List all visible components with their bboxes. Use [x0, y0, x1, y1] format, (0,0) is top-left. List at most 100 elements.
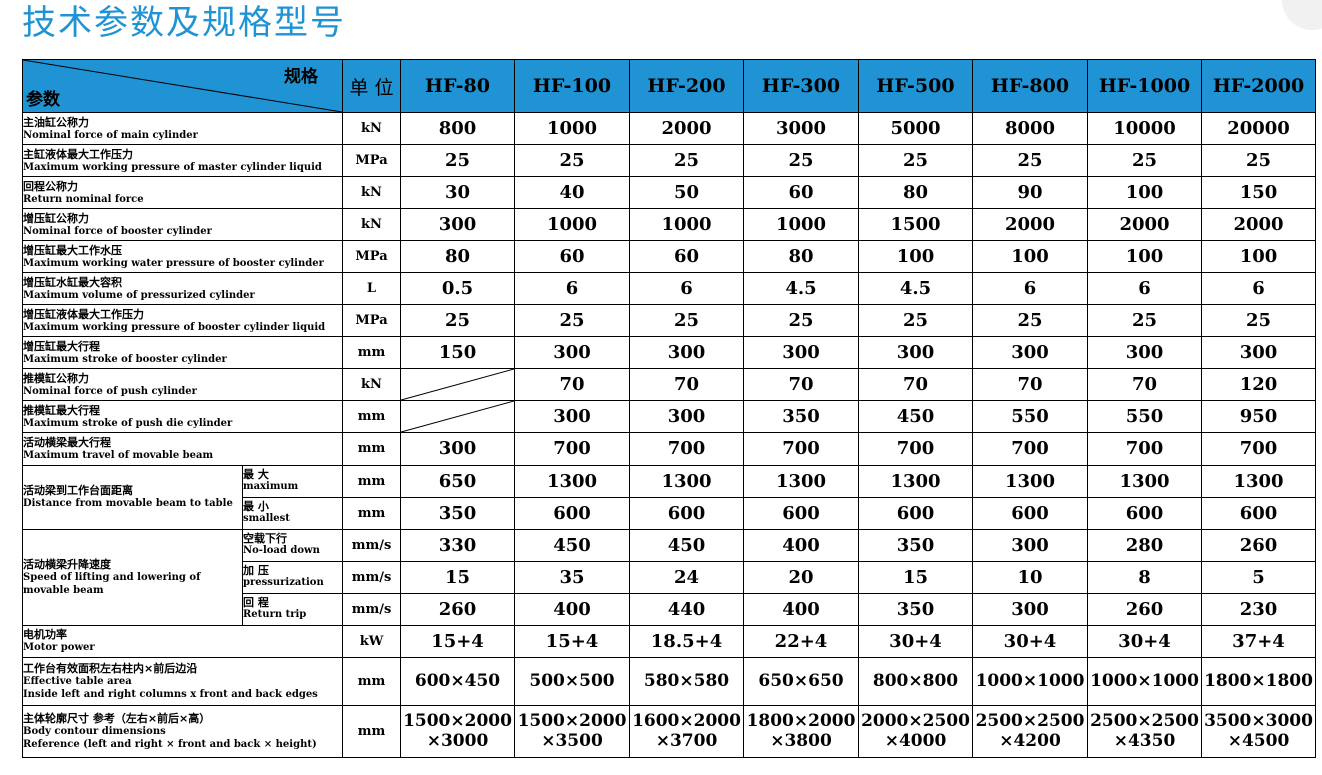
- unit-cell: mm/s: [342, 560, 401, 594]
- diagonal-slash: [401, 369, 514, 400]
- value-cell: 700: [858, 432, 973, 466]
- value-cell: 2000: [1087, 208, 1202, 242]
- dims-line-1: 3500×3000: [1204, 711, 1313, 732]
- value-cell: 600×450: [400, 656, 515, 706]
- param-name-en: Maximum working water pressure of booste…: [23, 257, 324, 269]
- value-cell: 25: [1201, 304, 1316, 338]
- value-cell: 25: [1087, 304, 1202, 338]
- value-cell: 10: [972, 560, 1088, 594]
- value-cell: 25: [629, 144, 744, 178]
- param-name-en: Reference (left and right × front and ba…: [23, 738, 317, 750]
- value-cell: 300: [972, 336, 1088, 370]
- value-cell: 30: [400, 176, 515, 210]
- not-applicable-cell: [400, 400, 515, 434]
- value-cell: 1500×2000 ×3000: [400, 704, 515, 759]
- param-name-zh: 增压缸最大工作水压: [23, 243, 122, 257]
- value-cell: 600: [1201, 496, 1316, 530]
- value-cell: 2500×2500 ×4200: [972, 704, 1088, 759]
- param-name-cell: 增压缸最大行程 Maximum stroke of booster cylinde…: [22, 336, 343, 370]
- value-cell: 25: [1087, 144, 1202, 178]
- table-row: 增压缸液体最大工作压力 Maximum working pressure of b…: [22, 304, 1316, 338]
- sub-param-zh: 最 小: [243, 500, 269, 514]
- param-name-zh: 回程公称力: [23, 179, 78, 193]
- value-cell: 450: [629, 528, 744, 562]
- value-cell: 1000: [629, 208, 744, 242]
- value-cell: 280: [1087, 528, 1202, 562]
- sub-param-cell: 最 大 maximum: [242, 464, 343, 498]
- unit-cell: MPa: [342, 144, 401, 178]
- value-cell: 35: [514, 560, 630, 594]
- sub-param-cell: 回 程 Return trip: [242, 592, 343, 626]
- value-cell: 60: [629, 240, 744, 274]
- value-cell: 37+4: [1201, 624, 1316, 658]
- value-cell: 1300: [1087, 464, 1202, 498]
- dims-line-2: ×4350: [1113, 731, 1176, 752]
- value-cell: 1000×1000: [1087, 656, 1202, 706]
- unit-cell: MPa: [342, 304, 401, 338]
- value-cell: 80: [743, 240, 859, 274]
- header-row: 规格 参数 单 位 HF-80 HF-100 HF-200 HF-300 HF-…: [22, 59, 1316, 113]
- value-cell: 300: [629, 400, 744, 434]
- table-row: 主体轮廓尺寸 参考（左右×前后×高） Body contour dimension…: [22, 704, 1316, 759]
- sub-param-zh: 最 大: [243, 468, 269, 482]
- value-cell: 100: [1087, 240, 1202, 274]
- value-cell: 80: [400, 240, 515, 274]
- table-row: 工作台有效面积左右柱内×前后边沿 Effective table area Insi…: [22, 656, 1316, 706]
- sub-param-en: pressurization: [243, 577, 324, 589]
- param-name-en: Nominal force of push cylinder: [23, 385, 197, 397]
- value-cell: 800×800: [858, 656, 973, 706]
- table-row: 活动梁到工作台面距离 Distance from movable beam to …: [22, 464, 1316, 530]
- dims-line-2: ×4500: [1227, 731, 1290, 752]
- value-cell: 450: [514, 528, 630, 562]
- value-cell: 25: [400, 304, 515, 338]
- param-name-zh: 活动横梁升降速度: [23, 557, 111, 571]
- table-row: 增压缸最大工作水压 Maximum working water pressure …: [22, 240, 1316, 274]
- table-row: 活动横梁最大行程 Maximum travel of movable beam mm…: [22, 432, 1316, 466]
- value-cell: 300: [629, 336, 744, 370]
- param-spec-header: 规格 参数: [22, 59, 343, 113]
- value-cell: 1000×1000: [972, 656, 1088, 706]
- param-name-cell: 主缸液体最大工作压力 Maximum working pressure of ma…: [22, 144, 343, 178]
- table-row: 最 小 smallest mm 350 600 600 600 600 600 600 600: [23, 496, 1316, 530]
- value-cell: 20000: [1201, 111, 1316, 146]
- param-name-zh: 工作台有效面积左右柱内×前后边沿: [23, 661, 198, 675]
- value-cell: 700: [514, 432, 630, 466]
- value-cell: 30+4: [858, 624, 973, 658]
- param-name-en: Maximum working pressure of booster cyli…: [23, 321, 326, 333]
- value-cell: 8000: [972, 111, 1088, 146]
- table-row: 推模缸公称力 Nominal force of push cylinder kN 70…: [22, 368, 1316, 402]
- value-cell: 600: [514, 496, 630, 530]
- value-cell: 70: [743, 368, 859, 402]
- value-cell: 25: [858, 304, 973, 338]
- value-cell: 400: [743, 592, 859, 626]
- value-cell: 700: [972, 432, 1088, 466]
- value-cell: 600: [629, 496, 744, 530]
- value-cell: 300: [1087, 336, 1202, 370]
- value-cell: 25: [514, 144, 630, 178]
- value-cell: 3000: [743, 111, 859, 146]
- param-name-zh: 电机功率: [23, 628, 67, 642]
- value-cell: 6: [972, 272, 1088, 306]
- value-cell: 1000: [514, 111, 630, 146]
- param-name-zh: 主缸液体最大工作压力: [23, 147, 133, 161]
- value-cell: 6: [514, 272, 630, 306]
- value-cell: 440: [629, 592, 744, 626]
- dims-line-1: 1500×2000: [403, 711, 512, 732]
- dims-line-1: 1500×2000: [517, 711, 627, 732]
- dims-line-1: 1600×2000: [632, 711, 741, 732]
- table-row: 主缸液体最大工作压力 Maximum working pressure of ma…: [22, 144, 1316, 178]
- param-name-cell: 主体轮廓尺寸 参考（左右×前后×高） Body contour dimension…: [22, 704, 343, 759]
- unit-cell: kN: [342, 368, 401, 402]
- unit-cell: mm/s: [342, 592, 401, 626]
- dims-line-1: 2500×2500: [1090, 711, 1199, 732]
- value-cell: 1300: [858, 464, 973, 498]
- param-name-cell: 增压缸液体最大工作压力 Maximum working pressure of b…: [22, 304, 343, 338]
- param-name-zh: 推模缸公称力: [23, 371, 89, 385]
- sub-param-zh: 空载下行: [243, 532, 287, 546]
- header-diagonal: [23, 60, 342, 112]
- table-row: 增压缸水缸最大容积 Maximum volume of pressurized c…: [22, 272, 1316, 306]
- value-cell: 70: [972, 368, 1088, 402]
- param-name-en: Maximum working pressure of master cylin…: [23, 161, 322, 173]
- param-name-zh: 增压缸液体最大工作压力: [23, 307, 144, 321]
- value-cell: 150: [1201, 176, 1316, 210]
